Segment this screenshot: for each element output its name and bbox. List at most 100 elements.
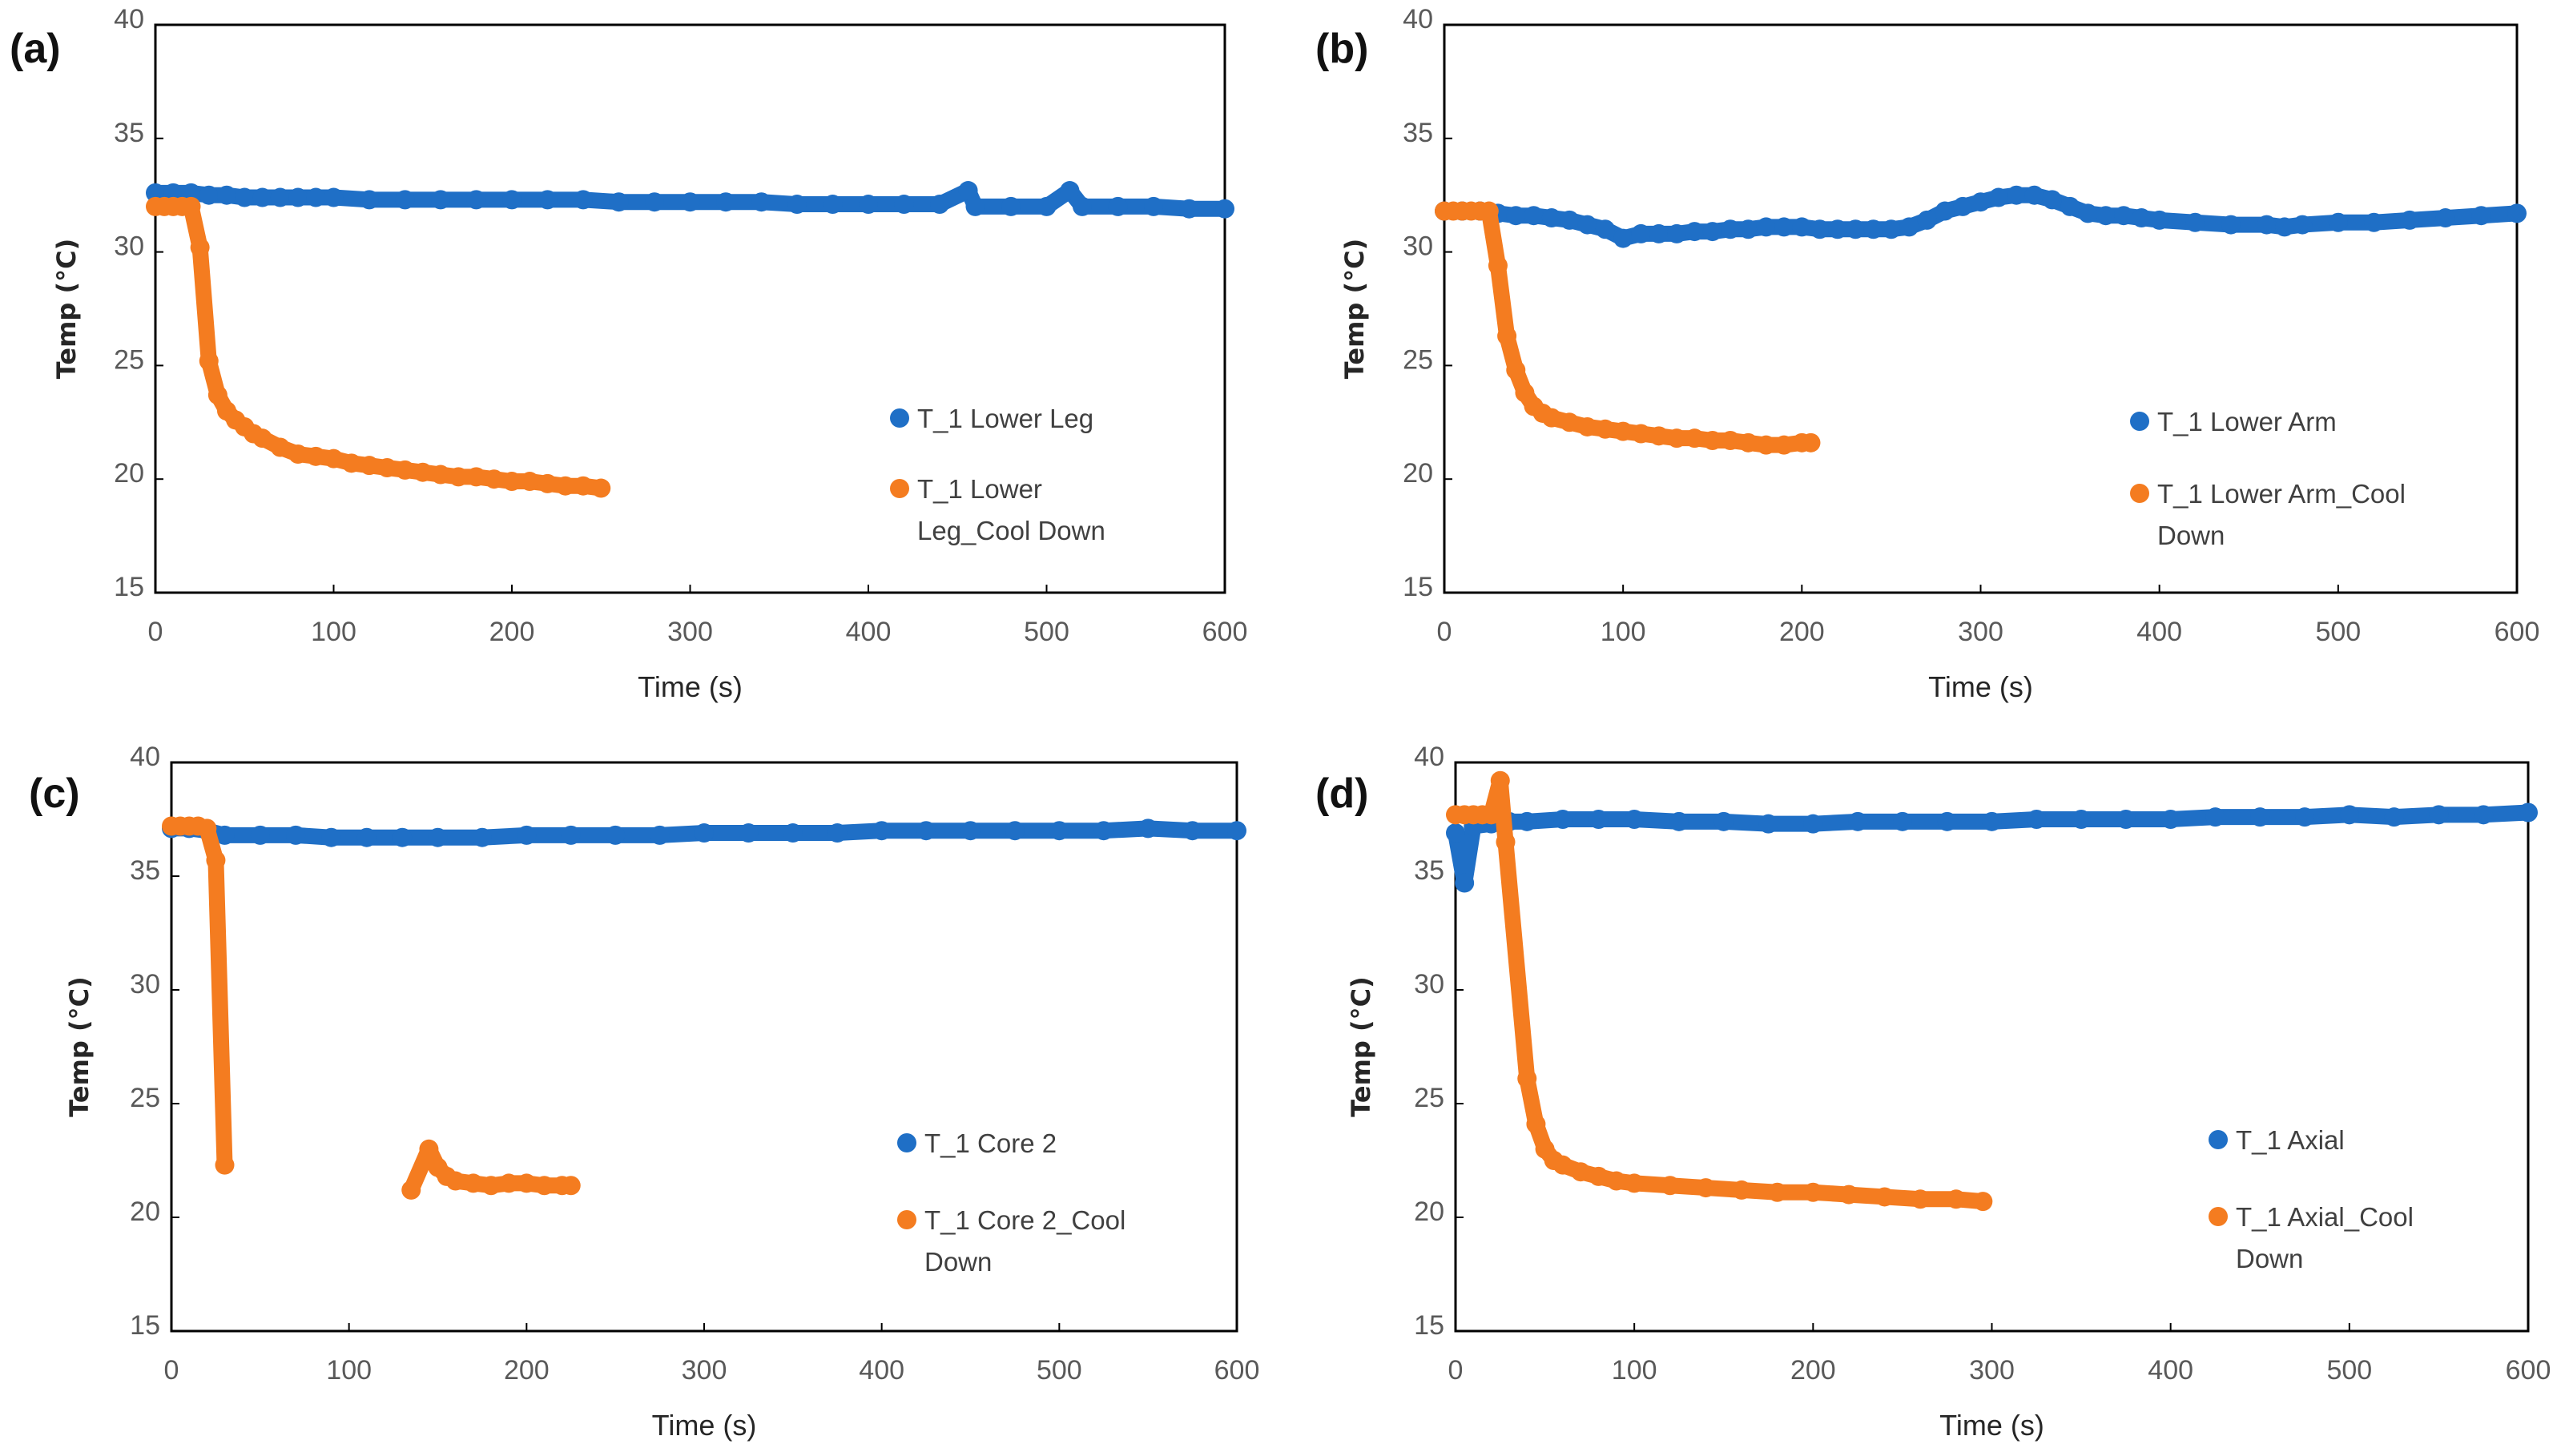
legend-marker [2130, 412, 2149, 431]
data-point [1517, 811, 1537, 831]
data-point [520, 472, 540, 492]
data-point [2435, 208, 2455, 228]
data-point [823, 195, 843, 215]
data-point [1093, 821, 1113, 841]
x-tick-label: 300 [667, 617, 713, 647]
data-point [360, 456, 379, 476]
data-point [288, 444, 308, 465]
data-point [1060, 181, 1080, 201]
data-point [1667, 223, 1687, 243]
data-point [306, 446, 326, 466]
x-tick-label: 100 [1601, 617, 1646, 647]
data-point [739, 823, 759, 843]
data-point [215, 1155, 235, 1175]
data-point [1982, 811, 2002, 831]
data-point [2400, 210, 2420, 230]
data-point [1182, 821, 1202, 841]
y-tick-label: 35 [1403, 118, 1433, 148]
data-point [1455, 873, 1475, 893]
data-point [1613, 228, 1633, 248]
y-tick-label: 25 [1403, 344, 1433, 375]
data-point [1560, 412, 1580, 432]
data-point [463, 1173, 483, 1193]
x-tick-label: 0 [1437, 617, 1452, 647]
data-point [2339, 805, 2359, 825]
data-point [716, 192, 735, 212]
data-point [252, 187, 272, 207]
data-point [1973, 1192, 1993, 1212]
data-point [1685, 222, 1705, 242]
panel-label: (c) [29, 770, 80, 817]
data-point [1874, 1187, 1895, 1207]
data-point [341, 453, 361, 473]
legend-label: Down [924, 1247, 992, 1277]
data-point [1803, 814, 1823, 834]
y-axis-title: Temp (°C) [1339, 239, 1370, 379]
data-point [324, 448, 344, 469]
data-point [199, 185, 219, 205]
data-point [1108, 196, 1128, 216]
data-point [1917, 210, 1937, 230]
data-point [199, 351, 219, 371]
data-point [2221, 215, 2241, 235]
data-point [534, 1176, 554, 1196]
data-point [1552, 810, 1572, 829]
data-point [1669, 811, 1689, 831]
data-point [1524, 206, 1544, 226]
data-point [1803, 1182, 1823, 1202]
data-point [1774, 217, 1794, 237]
data-point [2293, 215, 2313, 235]
data-point [1541, 208, 1561, 228]
chart-panel-d: 0 100 200 300 400 500 600 15 20 25 30 35 40 Time (s) T… [1315, 742, 2551, 1442]
series-cool-down [146, 196, 611, 498]
data-point [2042, 190, 2062, 210]
data-point [1702, 430, 1722, 450]
data-point [1685, 428, 1705, 448]
y-axis-title: Temp (°C) [51, 239, 82, 379]
data-point [1863, 219, 1883, 239]
data-point [1937, 811, 1957, 831]
x-axis-title: Time (s) [638, 670, 743, 703]
data-point [377, 458, 397, 478]
series-band [163, 820, 1245, 846]
data-point [1625, 1173, 1645, 1193]
data-point [1577, 215, 1597, 235]
data-point [1738, 432, 1758, 452]
data-point [2072, 810, 2092, 829]
data-point [250, 825, 270, 845]
data-point [2185, 212, 2205, 232]
x-tick-label: 200 [489, 617, 535, 647]
x-tick-label: 500 [1024, 617, 1069, 647]
panel-label: (b) [1315, 26, 1368, 72]
data-point [1595, 419, 1615, 439]
data-point [163, 183, 183, 203]
data-point [1144, 196, 1163, 216]
legend-marker [897, 1133, 916, 1152]
x-tick-label: 200 [504, 1355, 550, 1386]
data-point [1911, 1189, 1931, 1209]
data-point [1589, 810, 1609, 829]
data-point [1215, 199, 1234, 219]
x-tick-label: 300 [682, 1355, 727, 1386]
data-point [1481, 805, 1501, 825]
data-point [894, 195, 914, 215]
data-point [1506, 206, 1526, 226]
data-point [2250, 807, 2270, 827]
legend-label: T_1 Lower Leg [917, 404, 1093, 433]
data-point [538, 190, 558, 210]
x-tick-label: 0 [164, 1355, 179, 1386]
x-tick-label: 0 [1448, 1355, 1464, 1386]
data-point [1767, 1182, 1787, 1202]
chart-panel-c: 0 100 200 300 400 500 600 15 20 25 30 35 40 Time (s) T… [29, 742, 1259, 1442]
data-point [783, 823, 803, 843]
data-point [561, 1176, 581, 1196]
x-tick-label: 600 [2506, 1355, 2551, 1386]
data-point [1515, 383, 1535, 403]
y-tick-label: 40 [1414, 742, 1444, 772]
y-tick-label: 15 [1403, 572, 1433, 602]
data-point [751, 192, 771, 212]
data-point [1774, 435, 1794, 455]
data-point [1049, 821, 1069, 841]
data-point [555, 476, 575, 496]
data-point [827, 823, 848, 843]
